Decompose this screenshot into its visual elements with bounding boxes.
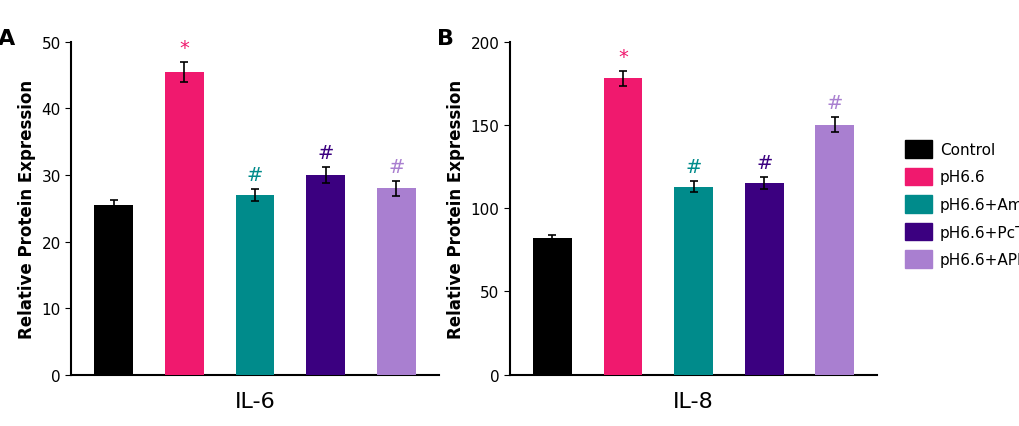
Text: #: # bbox=[247, 166, 263, 184]
Bar bbox=[603, 79, 642, 375]
Y-axis label: Relative Protein Expression: Relative Protein Expression bbox=[446, 80, 465, 338]
Bar bbox=[674, 187, 712, 375]
Y-axis label: Relative Protein Expression: Relative Protein Expression bbox=[18, 80, 36, 338]
Legend: Control, pH6.6, pH6.6+Amiloride, pH6.6+PcTx1, pH6.6+APETx2: Control, pH6.6, pH6.6+Amiloride, pH6.6+P… bbox=[899, 136, 1019, 273]
X-axis label: IL-8: IL-8 bbox=[673, 391, 713, 412]
Bar bbox=[95, 205, 133, 375]
Text: #: # bbox=[387, 158, 404, 176]
Text: #: # bbox=[685, 157, 701, 176]
Bar bbox=[235, 196, 274, 375]
Text: #: # bbox=[755, 154, 771, 173]
Bar bbox=[306, 176, 344, 375]
Bar bbox=[165, 72, 204, 375]
Text: B: B bbox=[436, 29, 453, 49]
X-axis label: IL-6: IL-6 bbox=[234, 391, 275, 412]
Bar bbox=[744, 184, 783, 375]
Text: #: # bbox=[825, 94, 842, 113]
Bar bbox=[533, 239, 572, 375]
Text: #: # bbox=[317, 144, 333, 163]
Text: *: * bbox=[179, 39, 190, 58]
Text: *: * bbox=[618, 48, 628, 67]
Bar bbox=[814, 126, 854, 375]
Text: A: A bbox=[0, 29, 15, 49]
Bar bbox=[376, 189, 416, 375]
